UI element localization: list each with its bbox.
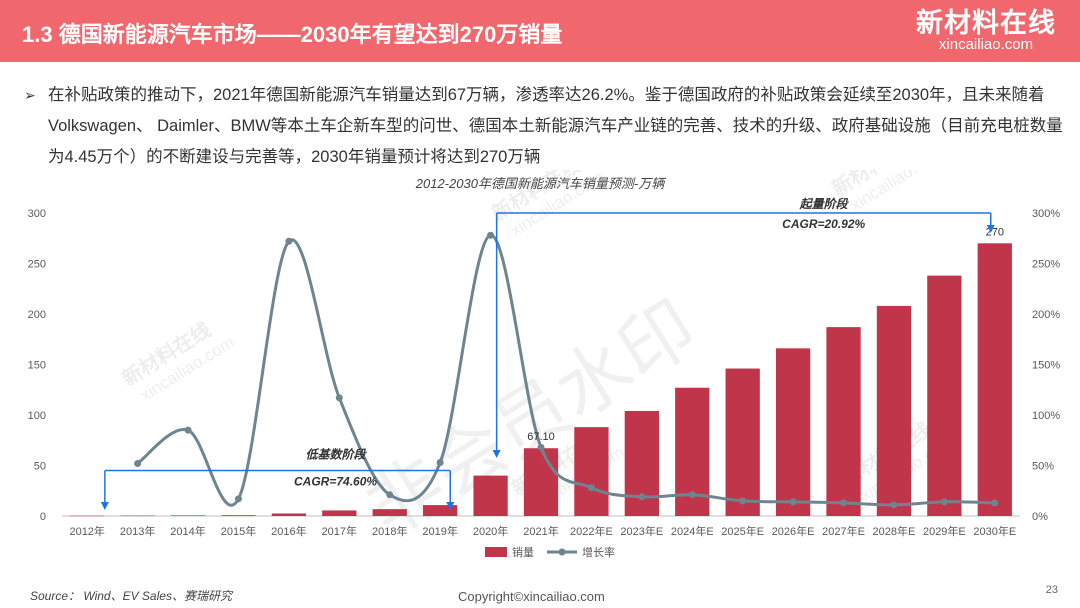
brand-name: 新材料在线 [916, 8, 1056, 38]
bar-sales [170, 515, 206, 516]
growth-rate-point [739, 497, 747, 505]
y-left-tick-label: 150 [28, 360, 46, 372]
y-right-tick-label: 250% [1032, 259, 1060, 271]
chart-title: 2012-2030年德国新能源汽车销量预测-万辆 [415, 176, 666, 191]
x-tick-label: 2027年E [822, 524, 865, 538]
bar-sales [523, 448, 559, 516]
annotation-arrow-icon [986, 225, 995, 233]
y-left-tick-label: 250 [28, 259, 46, 271]
annotation-rise-cagr: CAGR=20.92% [782, 217, 865, 231]
x-tick-label: 2013年 [120, 524, 155, 538]
bullet-text: 在补贴政策的推动下，2021年德国新能源汽车销量达到67万辆，渗透率达26.2%… [48, 86, 1063, 166]
bar-sales [221, 515, 256, 516]
legend-swatch-sales [485, 547, 507, 557]
growth-rate-point [940, 498, 948, 506]
bar-sales [322, 510, 357, 516]
annotation-arrow-icon [100, 502, 109, 510]
copyright: Copyright©xincailiao.com [458, 589, 605, 604]
x-tick-label: 2030年E [973, 524, 1016, 538]
brand-logo: 新材料在线 xincailiao.com [906, 9, 1066, 55]
bar-sales [725, 368, 760, 516]
bar-sales [271, 513, 307, 516]
x-tick-label: 2020年 [473, 524, 508, 538]
annotation-arrow-icon [492, 450, 501, 458]
bullet-paragraph: ➢ 在补贴政策的推动下，2021年德国新能源汽车销量达到67万辆，渗透率达26.… [24, 80, 1064, 173]
annotation-arrow-icon [446, 502, 455, 510]
legend-label-sales: 销量 [512, 545, 534, 559]
legend-label-growth: 增长率 [582, 545, 615, 559]
x-tick-label: 2029年E [923, 524, 966, 538]
brand-url: xincailiao.com [938, 36, 1034, 53]
bar-sales [927, 275, 962, 516]
slide-title: 1.3 德国新能源汽车市场——2030年有望达到270万销量 [22, 22, 563, 47]
x-tick-label: 2017年 [322, 524, 357, 538]
bar-sales [473, 475, 508, 516]
y-left-tick-label: 300 [28, 208, 46, 220]
bar-sales [826, 327, 861, 516]
bar-sales [775, 348, 811, 516]
growth-rate-point [184, 426, 192, 434]
x-tick-label: 2015年 [221, 524, 256, 538]
growth-rate-point [789, 498, 797, 506]
growth-rate-point [688, 491, 696, 499]
growth-rate-point [436, 458, 444, 466]
x-tick-label: 2026年E [772, 524, 815, 538]
growth-rate-point [840, 499, 848, 507]
x-tick-label: 2016年 [271, 524, 306, 538]
growth-rate-point [991, 499, 999, 507]
bar-data-label: 67.10 [527, 431, 555, 443]
y-left-tick-label: 0 [40, 511, 46, 523]
growth-rate-point [285, 237, 293, 245]
growth-rate-point [234, 495, 242, 503]
bar-sales [70, 515, 105, 517]
sales-chart: 非会员水印新材料在线xincailiao.com新材料在线xincailiao.… [28, 170, 1061, 559]
annotation-rise-label: 起量阶段 [799, 197, 850, 211]
y-left-tick-label: 100 [28, 410, 46, 422]
x-tick-label: 2014年 [170, 524, 205, 538]
header-bar: 1.3 德国新能源汽车市场——2030年有望达到270万销量 新材料在线 xin… [0, 0, 1080, 62]
y-right-tick-label: 100% [1032, 410, 1060, 422]
growth-rate-point [386, 491, 394, 499]
bar-sales [372, 509, 407, 516]
bar-sales [120, 515, 155, 517]
growth-rate-point [537, 443, 545, 451]
x-tick-label: 2019年 [422, 524, 457, 538]
bar-sales [574, 427, 609, 516]
x-tick-label: 2021年 [523, 524, 558, 538]
growth-rate-point [487, 231, 495, 239]
growth-rate-point [890, 501, 898, 509]
x-tick-label: 2022年E [570, 524, 613, 538]
x-tick-label: 2028年E [873, 524, 916, 538]
y-right-tick-label: 300% [1032, 208, 1060, 220]
x-tick-label: 2025年E [721, 524, 764, 538]
page-number: 23 [1045, 584, 1058, 596]
growth-rate-point [335, 394, 343, 402]
x-tick-label: 2018年 [372, 524, 407, 538]
source-note: Source： Wind、EV Sales、赛瑞研究 [30, 589, 232, 603]
x-tick-label: 2024年E [671, 524, 714, 538]
bar-sales [876, 305, 912, 516]
y-right-tick-label: 200% [1032, 309, 1060, 321]
annotation-low-base-cagr: CAGR=74.60% [294, 475, 377, 489]
growth-rate-line [136, 233, 995, 507]
y-left-tick-label: 50 [34, 461, 46, 473]
bar-sales [423, 505, 458, 516]
bullet-arrow-icon: ➢ [24, 87, 36, 103]
x-tick-label: 2023年E [620, 524, 663, 538]
growth-rate-point [134, 459, 142, 467]
bar-sales [977, 243, 1012, 517]
y-left-tick-label: 200 [28, 309, 46, 321]
y-right-tick-label: 50% [1032, 461, 1054, 473]
y-right-tick-label: 150% [1032, 360, 1060, 372]
growth-rate-point [587, 484, 595, 492]
legend-swatch-growth-point [558, 548, 566, 556]
y-right-tick-label: 0% [1032, 511, 1048, 523]
annotation-low-base-label: 低基数阶段 [306, 448, 368, 462]
x-tick-label: 2012年 [69, 524, 104, 538]
growth-rate-point [638, 493, 646, 501]
